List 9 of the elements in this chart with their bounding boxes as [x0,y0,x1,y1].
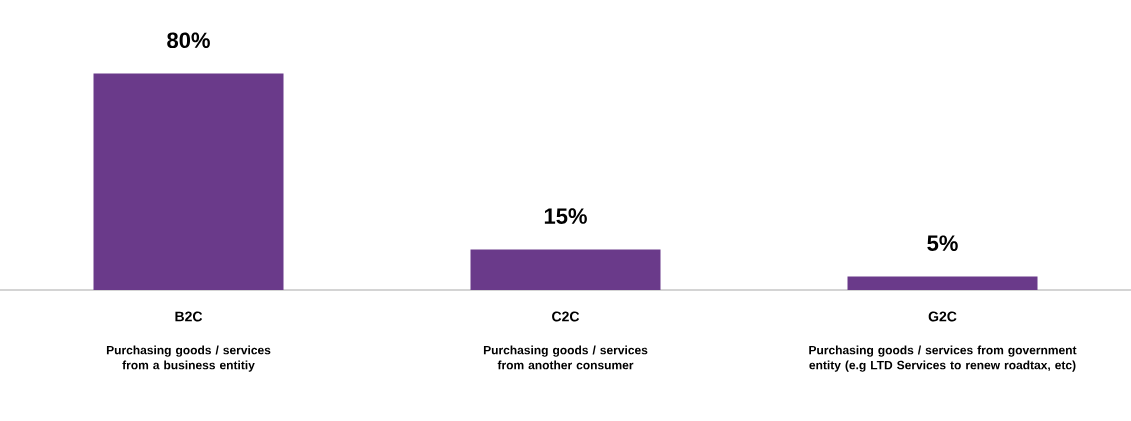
data-label: 15% [544,208,587,224]
text: Purchasing goods / services from government entity (e.g LTD Services to renew roadtax, etc) [809,345,1077,372]
x-tick-label: B2C [175,311,203,322]
data-label: 80% [167,32,210,49]
x-tick-label: C2C [552,311,580,322]
text: Purchasing goods / services from a business entitiy [106,345,271,372]
text: Purchasing goods / services from another consumer [483,345,648,370]
data-label: 5% [927,235,958,251]
x-tick-label: G2C [928,311,957,322]
